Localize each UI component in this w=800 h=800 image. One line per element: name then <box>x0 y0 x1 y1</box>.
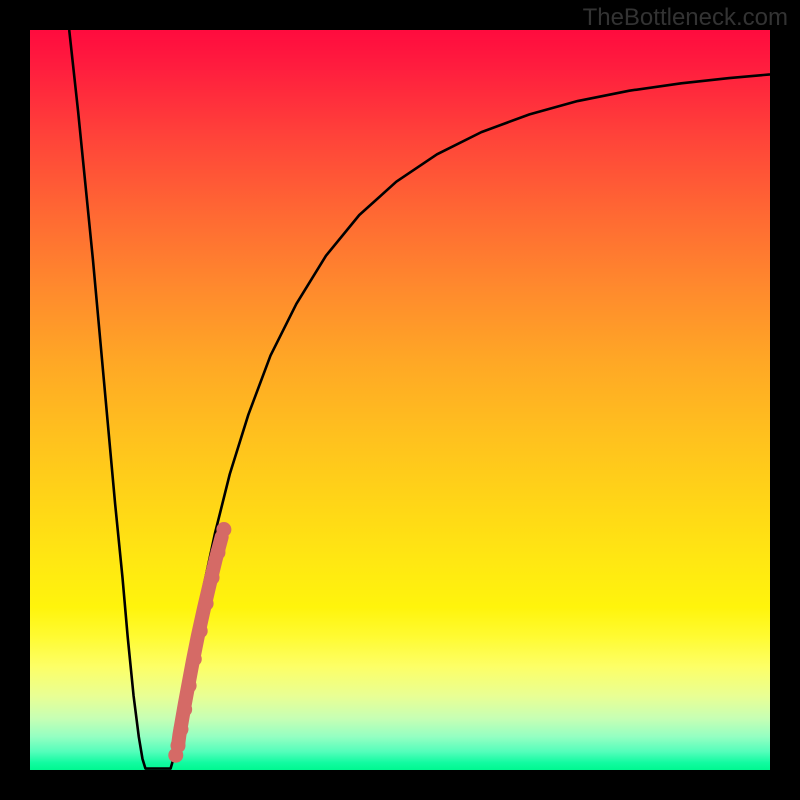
highlight-dot <box>216 522 231 537</box>
highlight-dot <box>171 738 186 753</box>
highlight-dot <box>210 545 225 560</box>
gradient-background <box>30 30 770 770</box>
highlight-dot <box>182 678 197 693</box>
highlight-dot <box>187 652 202 667</box>
highlight-dot <box>193 623 208 638</box>
watermark-text: TheBottleneck.com <box>583 4 788 32</box>
bottleneck-curve-chart <box>30 30 770 770</box>
highlight-dot <box>173 722 188 737</box>
highlight-dot <box>205 570 220 585</box>
chart-container <box>30 30 770 770</box>
highlight-dot <box>199 596 214 611</box>
highlight-dot <box>177 702 192 717</box>
